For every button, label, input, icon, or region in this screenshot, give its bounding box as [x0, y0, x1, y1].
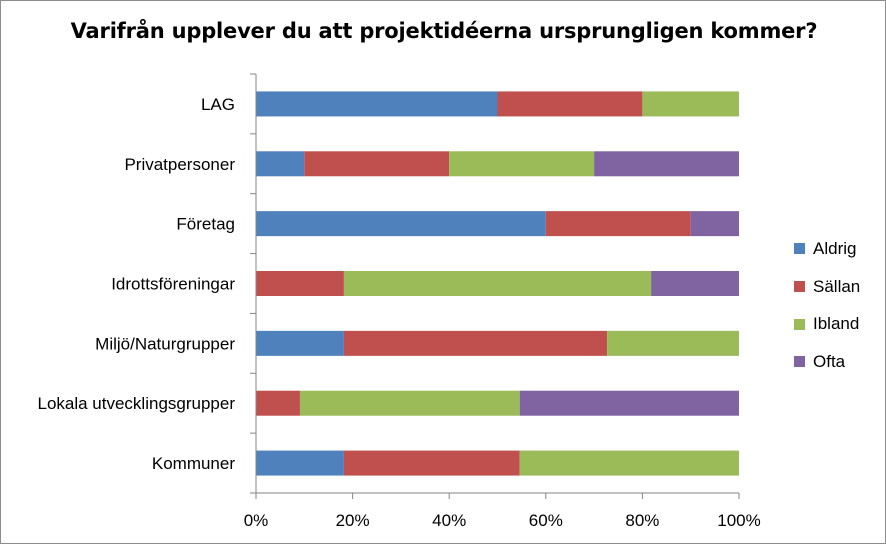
bar-segment	[256, 450, 344, 476]
bar-segment	[449, 151, 595, 177]
bar-segment	[607, 330, 739, 356]
legend-label: Ibland	[813, 314, 860, 334]
legend-label: Aldrig	[813, 238, 857, 258]
bar-segment	[256, 151, 305, 177]
bar-segment	[343, 450, 520, 476]
y-tick-label: Idrottsföreningar	[111, 275, 235, 294]
chart-title: Varifrån upplever du att projektidéerna …	[70, 19, 818, 43]
bar-segment	[545, 211, 691, 237]
x-tick-label: 100%	[717, 511, 760, 530]
bar-segment	[256, 271, 344, 296]
x-tick-label: 0%	[244, 511, 269, 530]
bar-segment	[256, 330, 344, 356]
bar-segment	[594, 151, 739, 177]
legend-item: Ibland	[794, 305, 860, 343]
legend-label: Ofta	[813, 351, 846, 371]
bar-segment	[256, 211, 546, 237]
legend-label: Sällan	[813, 276, 861, 296]
bar-segment	[519, 390, 739, 416]
legend-swatch	[794, 243, 805, 255]
legend-item: Sällan	[794, 268, 860, 306]
bar-segment	[651, 271, 739, 296]
x-tick-label: 40%	[432, 511, 466, 530]
bar-segment	[304, 151, 450, 177]
legend-item: Ofta	[794, 343, 860, 381]
y-tick-label: Miljö/Naturgrupper	[95, 334, 235, 353]
bar-segment	[519, 450, 739, 476]
y-tick-label: Lokala utvecklingsgrupper	[37, 394, 235, 413]
bar-segment	[690, 211, 739, 237]
y-tick-label: Företag	[176, 215, 235, 234]
bar-segment	[299, 390, 520, 416]
legend-swatch	[794, 318, 805, 330]
bar-segment	[497, 91, 643, 117]
bar-segment	[256, 390, 300, 416]
x-tick-label: 20%	[336, 511, 370, 530]
y-tick-label: LAG	[201, 95, 235, 114]
x-tick-label: 80%	[625, 511, 659, 530]
legend-swatch	[794, 281, 805, 293]
y-tick-label: Privatpersoner	[124, 155, 235, 174]
bar-segment	[343, 330, 608, 356]
legend: Aldrig Sällan Ibland Ofta	[794, 230, 860, 381]
legend-item: Aldrig	[794, 230, 860, 268]
bar-segment	[343, 271, 652, 296]
x-tick-label: 60%	[529, 511, 563, 530]
bar-segment	[256, 91, 498, 117]
bar-segment	[642, 91, 739, 117]
y-tick-label: Kommuner	[152, 454, 235, 473]
legend-swatch	[794, 356, 805, 368]
